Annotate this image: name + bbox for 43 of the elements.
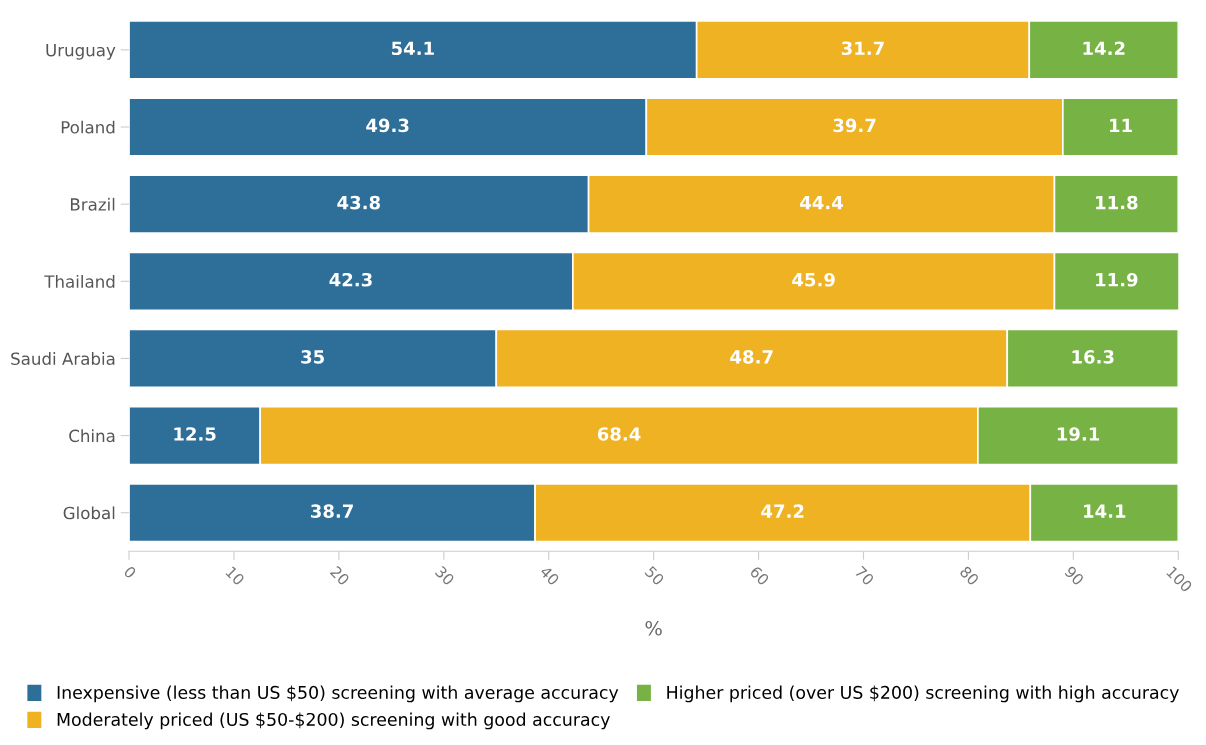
x-tick-label: 30 [434,565,455,586]
legend-label: Inexpensive (less than US $50) screening with average accuracy [57,685,619,703]
data-label: 39.7 [833,118,876,133]
data-label: 11 [1110,118,1132,132]
data-label: 49.3 [366,118,409,133]
y-tick-label: Uruguay [46,44,116,60]
data-label: 19.1 [1057,427,1100,441]
y-tick-label: Saudi Arabia [11,352,115,366]
data-label: 11.9 [1096,272,1138,287]
y-tick-label: Thailand [44,274,115,288]
data-label: 44.4 [800,195,843,210]
data-label: 16.3 [1072,350,1114,364]
x-tick-label: 40 [539,565,560,586]
x-tick-label: 20 [329,565,351,586]
data-label: 12.5 [174,427,216,441]
data-label: 42.3 [329,272,372,287]
data-label: 48.7 [730,350,773,364]
legend-label: Higher priced (over US $200) screening with high accuracy [667,685,1179,703]
x-tick-label: 50 [644,565,665,586]
data-label: 47.2 [761,504,804,518]
x-tick-label: 70 [854,565,875,586]
data-label: 68.4 [597,427,641,441]
data-label: 45.9 [792,272,835,287]
data-label: 11.8 [1096,195,1138,210]
x-tick-label: 60 [749,565,770,586]
x-tick-label: 100 [1166,565,1193,593]
data-label: 43.8 [337,195,380,210]
data-label: 35 [301,350,324,364]
x-axis-title: % [645,620,662,636]
data-label: 38.7 [311,504,353,518]
y-tick-label: Global [63,506,115,520]
x-tick-label: 80 [959,565,980,586]
data-label: 54.1 [391,41,434,56]
x-tick-label: 0 [123,565,137,580]
data-label: 14.1 [1084,504,1126,518]
x-tick-label: 90 [1064,565,1085,586]
x-tick-label: 10 [225,565,246,586]
y-tick-label: Poland [61,120,115,134]
data-label: 14.2 [1083,41,1125,55]
y-tick-label: Brazil [70,197,115,211]
legend-label: Moderately priced (US $50-$200) screening with good accuracy [57,712,610,730]
y-tick-label: China [69,429,115,443]
data-label: 31.7 [841,41,884,56]
